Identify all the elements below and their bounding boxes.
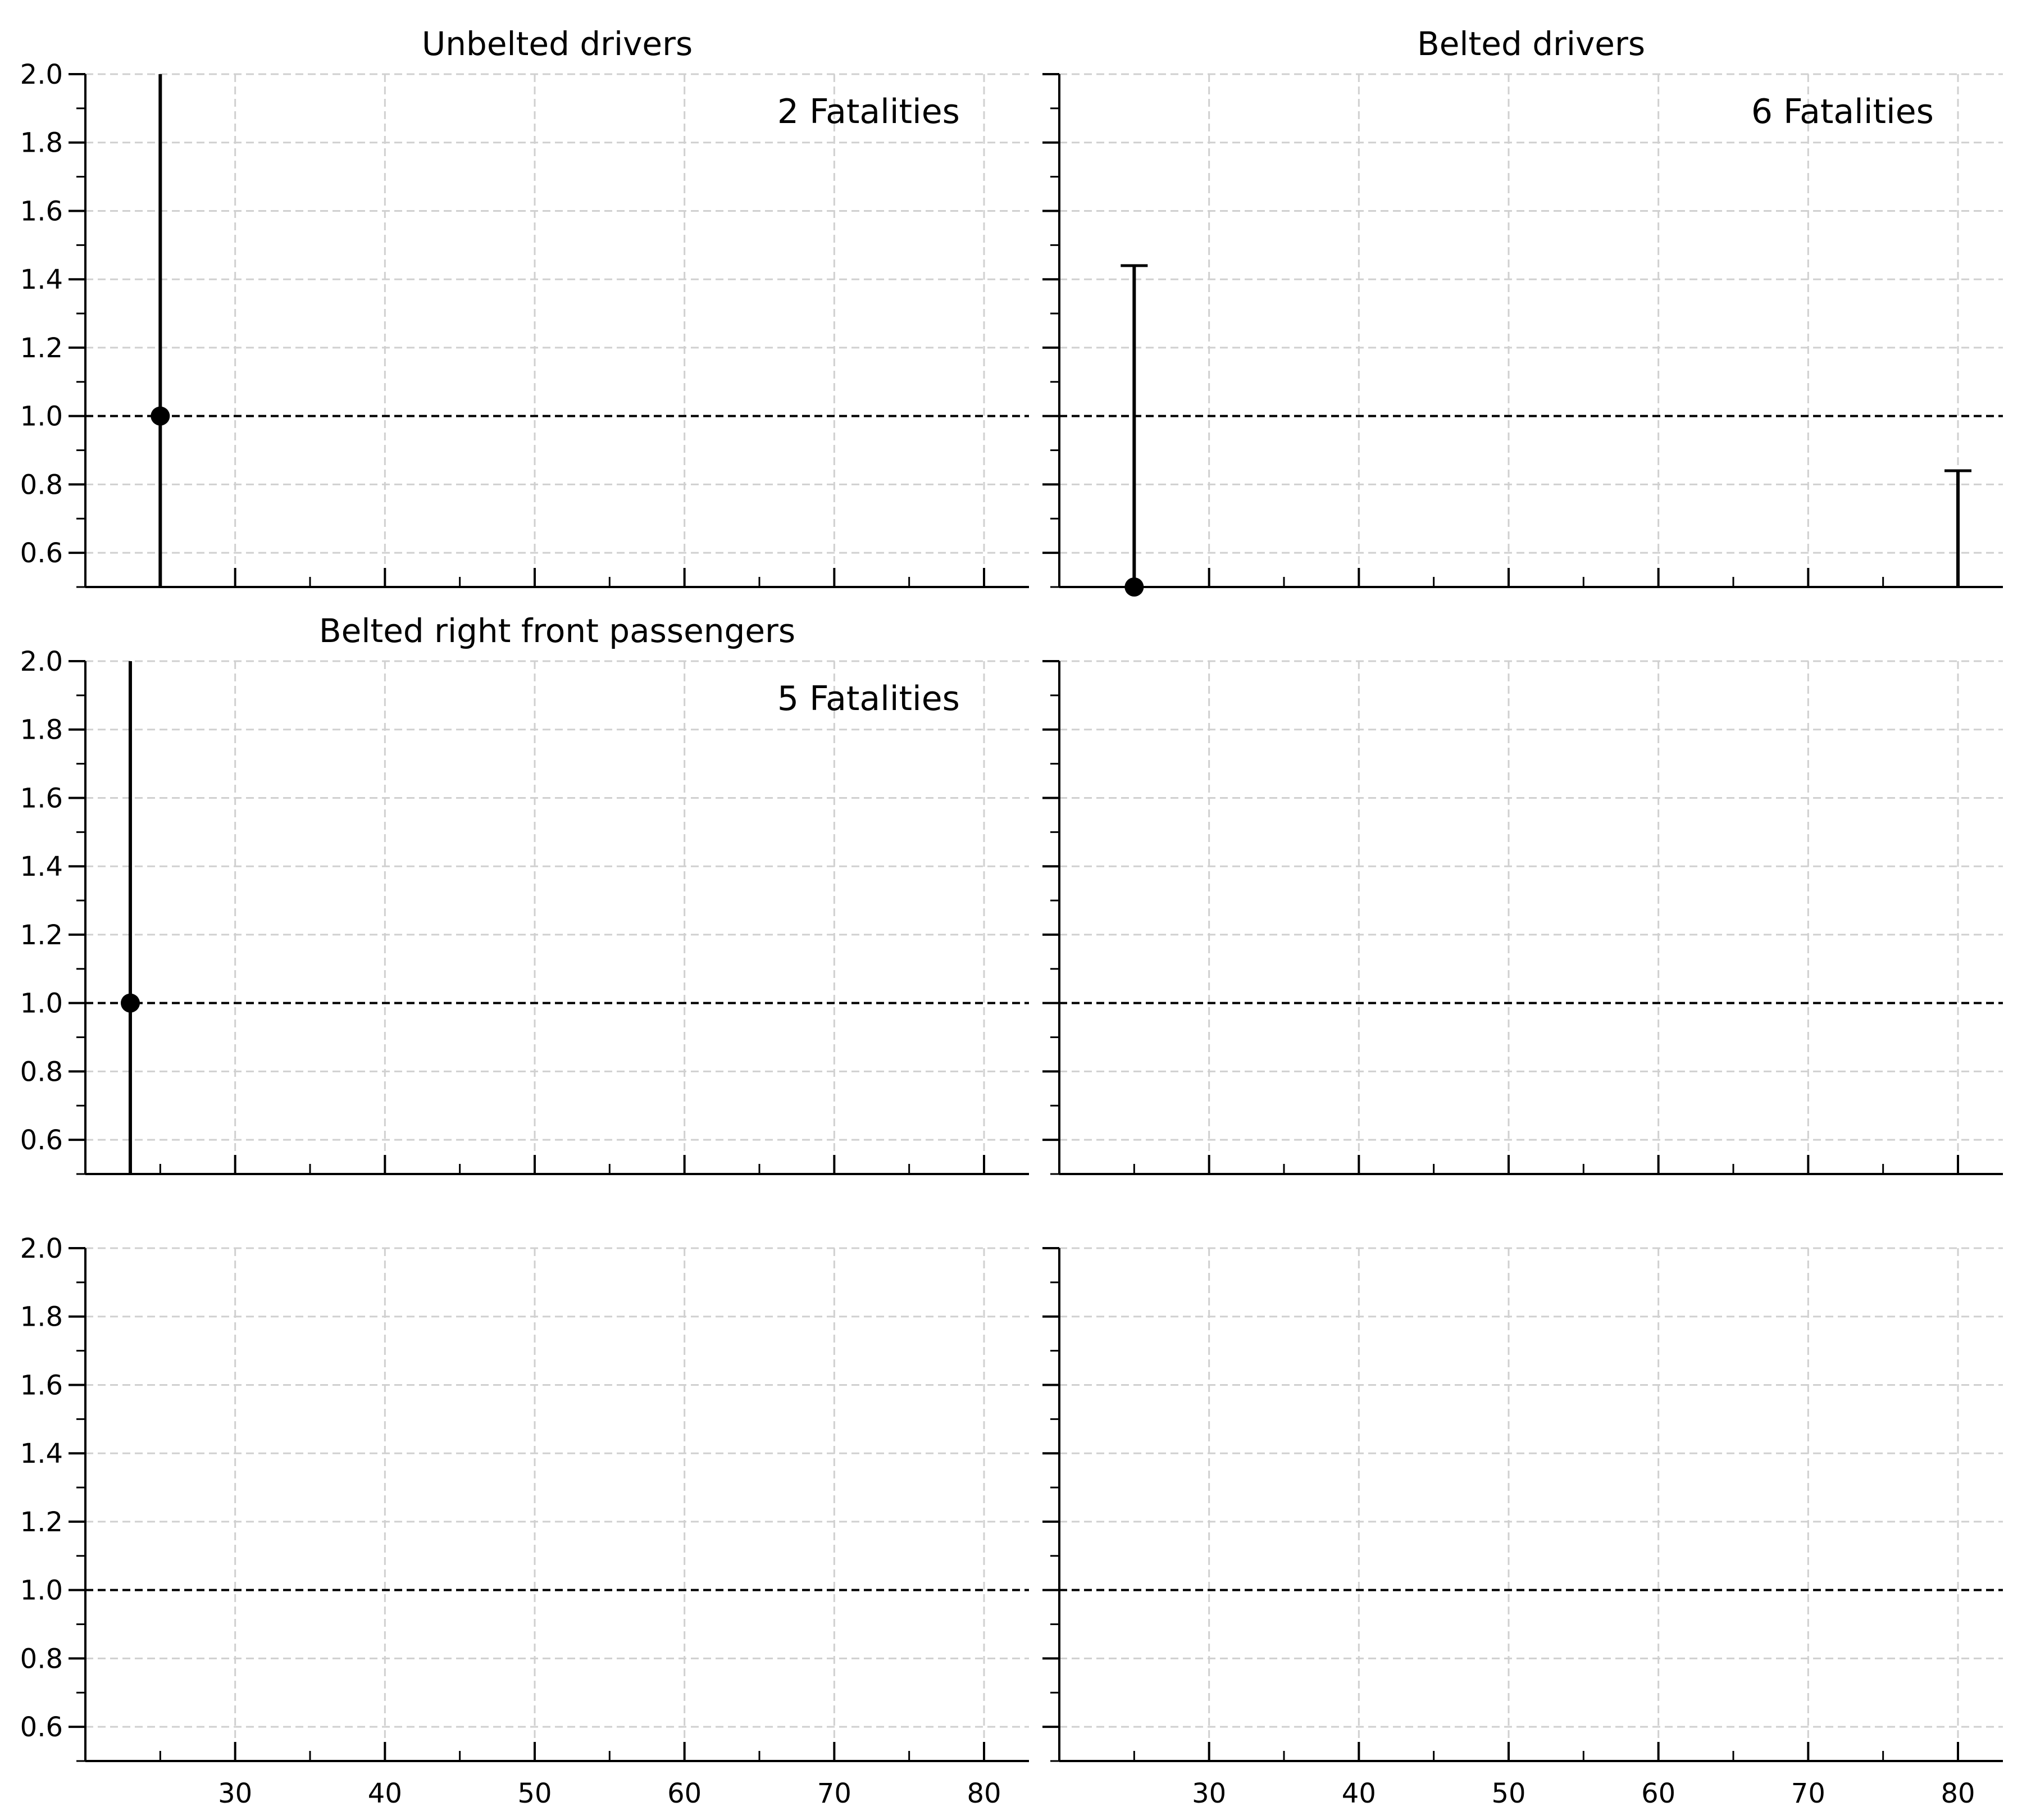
data-point [151, 406, 170, 426]
y-tick-label: 2.0 [20, 646, 63, 677]
x-tick-label: 80 [1941, 1778, 1975, 1809]
panel-1: 0.6 0.8 1.0 1.2 1.4 1.6 1.8 2.0 Unbelted drivers… [20, 25, 1029, 588]
x-tick-label: 60 [667, 1778, 702, 1809]
x-tick-label: 40 [368, 1778, 402, 1809]
y-tick-label: 1.0 [20, 401, 63, 433]
y-tick-label: 1.2 [20, 1507, 63, 1538]
y-tick-label: 1.8 [20, 1302, 63, 1333]
panel-title: Belted drivers [1417, 25, 1645, 63]
panel-title: Unbelted drivers [422, 25, 693, 63]
x-tick-label: 80 [967, 1778, 1001, 1809]
y-tick-label: 1.8 [20, 128, 63, 159]
y-tick-label: 0.6 [20, 538, 63, 569]
y-tick-label: 1.2 [20, 920, 63, 951]
y-tick-label: 2.0 [20, 1233, 63, 1264]
y-tick-label: 0.6 [20, 1712, 63, 1743]
y-tick-label: 0.8 [20, 469, 63, 501]
panel-4 [1042, 660, 2003, 1175]
panel-2: Belted drivers 6 Fatalities [1042, 25, 2003, 597]
x-tick-label: 50 [517, 1778, 552, 1809]
x-tick-label: 70 [1791, 1778, 1825, 1809]
y-tick-label: 1.0 [20, 988, 63, 1020]
fatalities-annotation: 6 Fatalities [1751, 92, 1934, 131]
fatalities-annotation: 5 Fatalities [777, 679, 960, 718]
x-tick-label: 30 [1192, 1778, 1226, 1809]
data-point [1124, 577, 1144, 597]
panel-5: 30 40 50 60 70 80 0.6 0.8 1.0 1.2 1.4 1.6 1.8 2.0 [20, 1233, 1029, 1809]
fatalities-annotation: 2 Fatalities [777, 92, 960, 131]
x-tick-label: 60 [1641, 1778, 1675, 1809]
y-tick-label: 1.6 [20, 1369, 63, 1401]
y-tick-label: 2.0 [20, 59, 63, 90]
y-tick-label: 1.4 [20, 264, 63, 295]
panel-6: 30 40 50 60 70 80 [1042, 1247, 2003, 1809]
x-tick-label: 30 [218, 1778, 252, 1809]
y-tick-label: 1.0 [20, 1575, 63, 1607]
x-tick-label: 40 [1342, 1778, 1376, 1809]
y-tick-label: 0.6 [20, 1125, 63, 1156]
y-tick-label: 1.4 [20, 1438, 63, 1469]
x-tick-label: 50 [1491, 1778, 1525, 1809]
x-tick-label: 70 [817, 1778, 851, 1809]
y-tick-label: 1.6 [20, 195, 63, 227]
panel-3: 0.6 0.8 1.0 1.2 1.4 1.6 1.8 2.0 Belted right fro… [20, 612, 1029, 1175]
y-tick-label: 0.8 [20, 1056, 63, 1088]
y-tick-label: 1.6 [20, 782, 63, 814]
y-tick-label: 0.8 [20, 1643, 63, 1675]
y-tick-label: 1.8 [20, 715, 63, 746]
data-point [121, 993, 140, 1013]
panel-title: Belted right front passengers [319, 612, 795, 650]
y-tick-label: 1.4 [20, 851, 63, 882]
y-tick-label: 1.2 [20, 333, 63, 364]
